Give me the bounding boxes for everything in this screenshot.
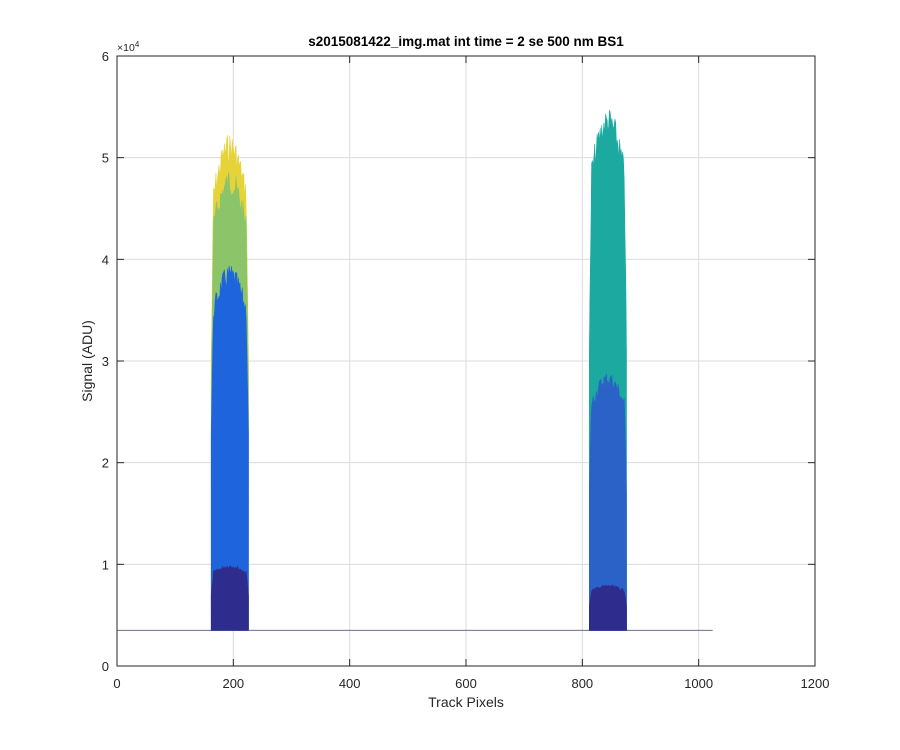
y-tick-label-2: 2 (102, 456, 109, 471)
x-tick-label-2: 400 (339, 676, 361, 691)
x-tick-label-6: 1200 (801, 676, 830, 691)
y-tick-label-0: 0 (102, 659, 109, 674)
peak-1 (210, 134, 249, 631)
peak-1-layer-3 (210, 265, 249, 631)
peak-1-layer-4 (210, 565, 249, 631)
x-tick-label-1: 200 (222, 676, 244, 691)
y-exponent-label: ×104 (117, 40, 140, 54)
peak-2 (588, 110, 627, 631)
peaks (210, 110, 627, 631)
x-tick-label-4: 800 (571, 676, 593, 691)
x-tick-label-3: 600 (455, 676, 477, 691)
y-tick-label-6: 6 (102, 49, 109, 64)
x-tick-label-5: 1000 (684, 676, 713, 691)
chart-title: s2015081422_img.mat int time = 2 se 500 … (308, 34, 624, 49)
y-tick-label-4: 4 (102, 252, 109, 267)
ticks (116, 55, 816, 667)
peak-2-layer-2 (588, 373, 627, 631)
y-tick-label-5: 5 (102, 151, 109, 166)
tick-labels: 0 200 400 600 800 1000 1200 0 1 2 3 4 5 6 (102, 49, 830, 691)
x-tick-label-0: 0 (113, 676, 120, 691)
y-axis-label: Signal (ADU) (79, 320, 95, 402)
y-tick-label-3: 3 (102, 354, 109, 369)
y-tick-label-1: 1 (102, 557, 109, 572)
x-axis-label: Track Pixels (428, 694, 504, 710)
peak-2-layer-3 (588, 584, 627, 631)
